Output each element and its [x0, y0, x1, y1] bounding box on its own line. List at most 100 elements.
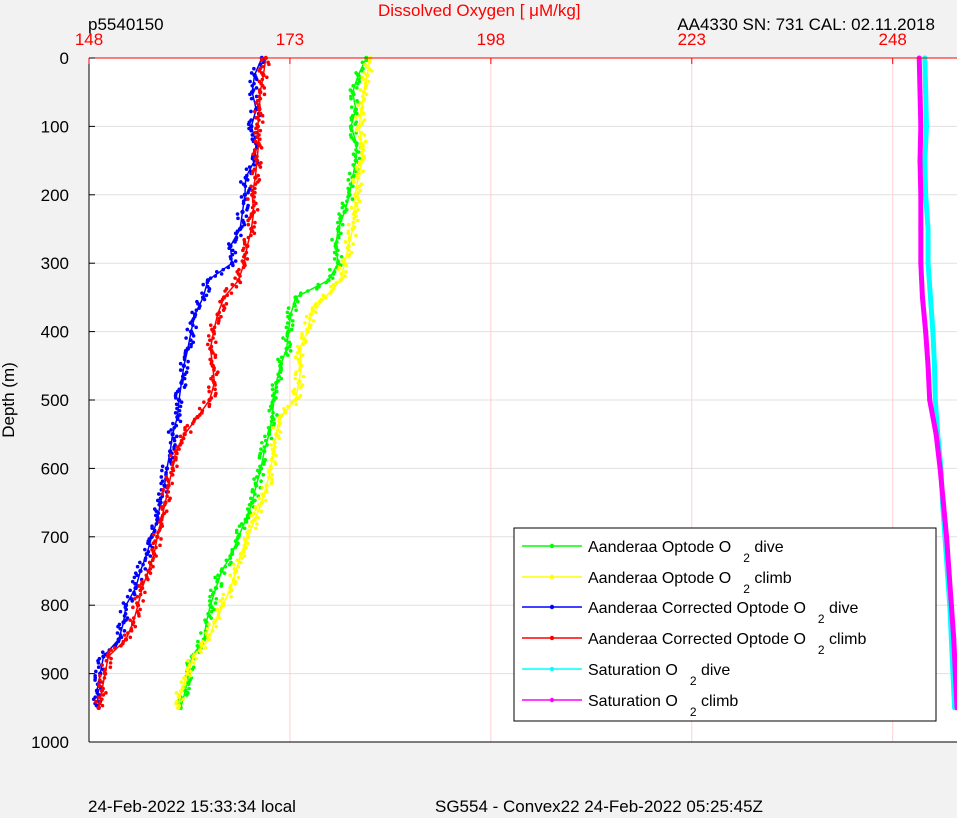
data-point	[361, 169, 365, 174]
data-point	[207, 397, 212, 403]
data-point	[122, 633, 127, 637]
data-point	[188, 673, 193, 678]
data-point	[244, 167, 249, 171]
data-point	[260, 485, 265, 490]
data-point	[367, 66, 372, 71]
data-point	[353, 158, 359, 163]
data-point	[229, 594, 233, 599]
data-point	[923, 89, 929, 95]
data-point	[138, 560, 142, 565]
data-point	[354, 116, 358, 120]
data-point	[954, 705, 957, 711]
data-point	[212, 368, 216, 372]
data-point	[171, 468, 176, 473]
data-point	[209, 616, 213, 620]
data-point	[250, 205, 255, 210]
data-point	[367, 60, 372, 65]
data-point	[260, 64, 265, 69]
data-point	[213, 387, 217, 392]
data-point	[287, 316, 292, 321]
data-point	[253, 186, 257, 191]
data-point	[241, 201, 246, 206]
data-point	[918, 260, 924, 266]
data-point	[194, 656, 199, 661]
data-point	[178, 361, 183, 366]
data-point	[219, 568, 224, 574]
data-point	[925, 226, 931, 232]
y-tick-label: 1000	[31, 733, 69, 752]
data-point	[172, 425, 177, 430]
data-point	[233, 259, 238, 263]
data-point	[946, 568, 952, 574]
data-point	[228, 556, 233, 560]
data-point	[344, 263, 349, 268]
data-point	[261, 473, 266, 477]
data-point	[185, 423, 190, 428]
data-point	[179, 688, 184, 693]
data-point	[102, 676, 107, 680]
data-point	[952, 671, 957, 677]
data-point	[236, 575, 241, 580]
data-point	[346, 231, 351, 236]
data-point	[125, 594, 130, 599]
data-point	[259, 479, 263, 484]
data-point	[131, 616, 136, 620]
data-point	[138, 568, 143, 574]
data-point	[194, 308, 199, 313]
data-point	[270, 473, 275, 477]
data-point	[262, 92, 267, 97]
data-point	[308, 316, 312, 321]
data-point	[206, 637, 211, 642]
data-point	[252, 66, 256, 71]
data-point	[303, 321, 307, 325]
data-point	[932, 397, 938, 403]
data-point	[190, 421, 195, 426]
data-point	[258, 165, 263, 169]
data-point	[267, 408, 271, 413]
data-point	[229, 257, 233, 261]
data-point	[181, 363, 187, 368]
data-point	[283, 411, 288, 415]
data-point	[287, 344, 292, 349]
data-point	[323, 295, 328, 300]
data-point	[200, 291, 204, 295]
data-point	[137, 614, 141, 618]
y-axis-title: Depth (m)	[0, 362, 18, 438]
data-point	[253, 507, 258, 511]
data-point	[176, 705, 181, 710]
data-point	[177, 408, 182, 413]
data-point	[357, 184, 362, 189]
data-point	[335, 252, 339, 257]
data-point	[263, 498, 268, 503]
data-point	[358, 137, 363, 142]
data-point	[361, 111, 366, 116]
data-point	[274, 385, 279, 389]
data-point	[253, 109, 257, 114]
data-point	[253, 190, 257, 195]
data-point	[345, 199, 349, 204]
y-tick-label: 800	[41, 596, 69, 615]
data-point	[284, 346, 289, 351]
data-point	[917, 89, 923, 95]
data-point	[218, 299, 222, 304]
data-point	[278, 370, 283, 375]
data-point	[343, 274, 347, 278]
data-point	[351, 92, 356, 97]
data-point	[298, 293, 303, 298]
data-point	[245, 534, 251, 539]
data-point	[918, 192, 924, 198]
data-point	[109, 656, 113, 661]
data-point	[294, 402, 298, 407]
data-point	[340, 205, 345, 210]
data-point	[338, 218, 343, 223]
data-point	[925, 260, 931, 266]
data-point	[240, 209, 245, 215]
data-point	[242, 526, 247, 531]
data-point	[364, 92, 369, 97]
data-point	[195, 644, 200, 648]
legend-label: Saturation O2 dive	[588, 662, 730, 688]
data-point	[269, 481, 274, 486]
data-point	[354, 233, 358, 238]
data-point	[241, 248, 245, 253]
data-point	[169, 428, 173, 432]
